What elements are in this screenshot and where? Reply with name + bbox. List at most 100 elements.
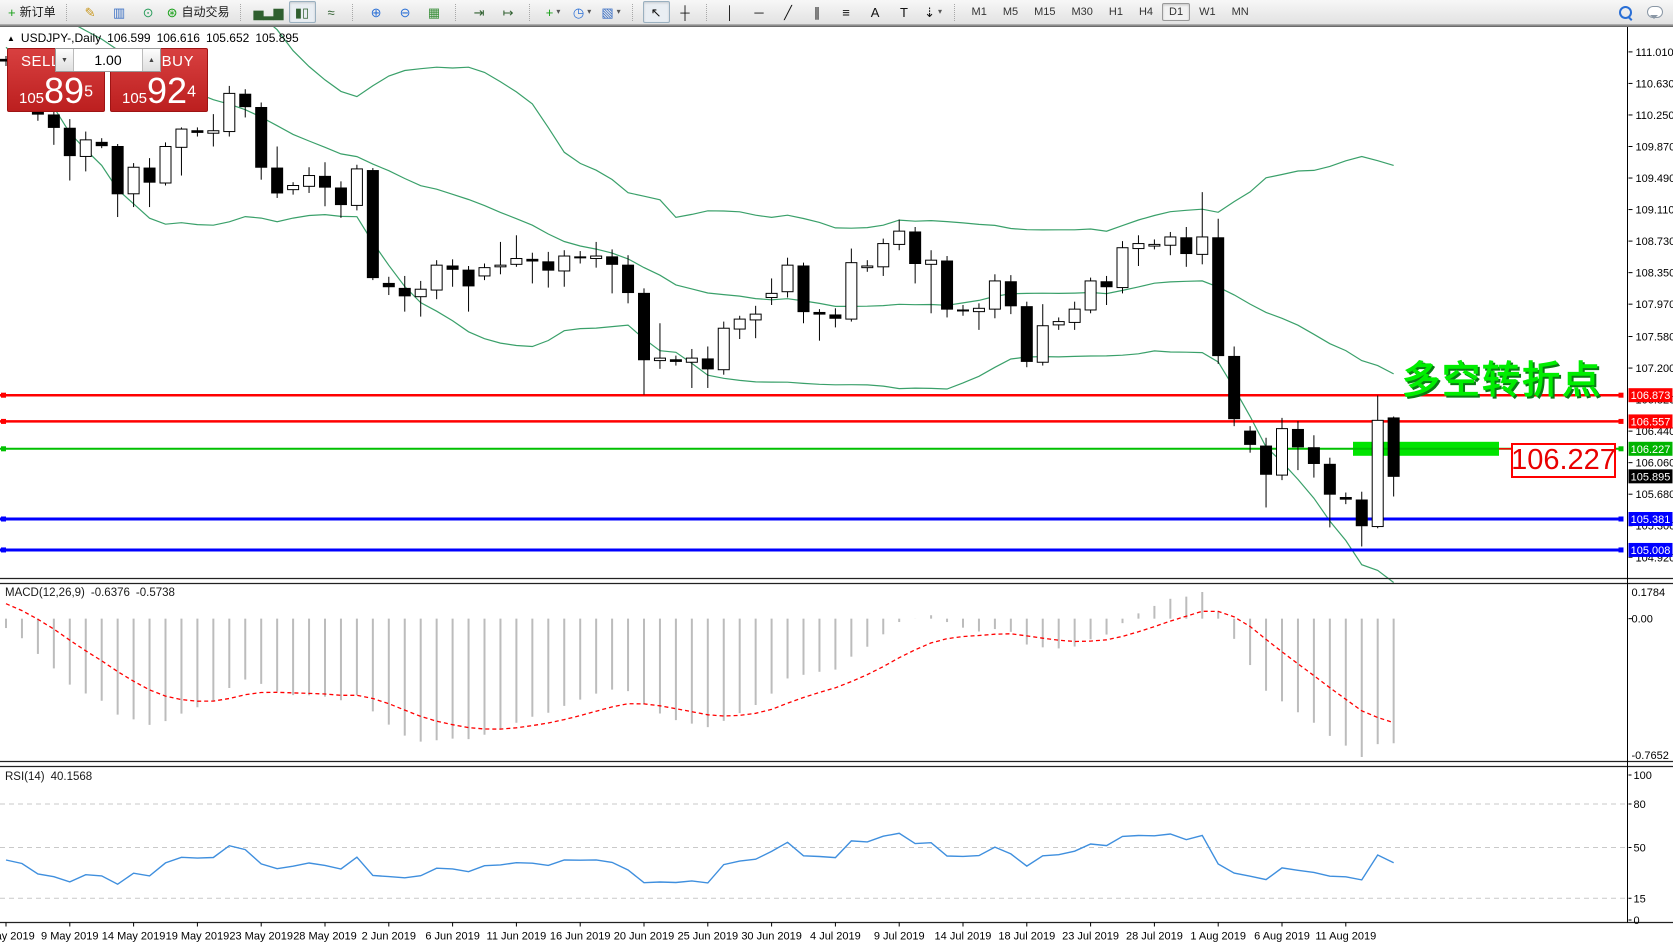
candle-chart-button[interactable]: ▮▯ (288, 1, 316, 23)
timeframe-m30[interactable]: M30 (1071, 6, 1093, 18)
price-badge-label: 105.008 (1631, 545, 1671, 557)
price-badge (1628, 388, 1673, 403)
toolbar-separator (528, 3, 535, 21)
candlestick (1196, 236, 1209, 255)
candlestick (398, 287, 411, 297)
market-watch-button[interactable]: ▥ (106, 1, 133, 23)
community-button[interactable] (1641, 1, 1668, 23)
rsi-line (5, 832, 1394, 886)
search-button[interactable] (1612, 1, 1639, 23)
pencil-icon: ✎ (84, 4, 96, 20)
search-icon (1619, 5, 1632, 19)
arrows-button[interactable]: ⇣ ▾ (920, 1, 947, 23)
bar-low: 105.652 (205, 31, 250, 45)
candlestick (893, 230, 906, 245)
vertical-line-button[interactable]: │ (717, 1, 744, 23)
rsi-axis-label: 15 (1634, 893, 1646, 905)
rsi-axis-label: 50 (1634, 843, 1646, 855)
candlestick (1244, 430, 1257, 445)
candlestick (781, 264, 794, 293)
timeframe-d1[interactable]: D1 (1162, 3, 1191, 21)
toolbar-separator (953, 3, 960, 21)
candlestick (334, 187, 347, 206)
hline-106.227[interactable] (0, 446, 1624, 452)
bar-open: 106.599 (107, 31, 151, 45)
new-order-button[interactable]: + 新订单 (5, 1, 59, 23)
price-tick-label: 107.580 (1636, 332, 1673, 344)
date-tick-label: 11 Aug 2019 (1315, 931, 1376, 943)
date-tick-label: 20 Jun 2019 (614, 931, 675, 943)
pane-separators[interactable] (0, 577, 1673, 924)
hline-106.873[interactable] (0, 392, 1624, 398)
chart-shift-button[interactable]: ↦ (495, 1, 522, 23)
price-badge (1628, 542, 1673, 557)
tile-windows-button[interactable]: ▦ (421, 1, 448, 23)
volume-input[interactable]: 1.00 (94, 52, 122, 68)
plus-doc-icon: + (8, 4, 16, 20)
cursor-button[interactable]: ↖ (642, 1, 670, 23)
candlestick (1291, 428, 1304, 448)
rsi-axis-label: 0 (1634, 915, 1640, 927)
line-chart-button[interactable]: ≈ (318, 1, 345, 23)
price-axis[interactable]: 111.010 110.630 110.250 109.870 109.490 109.1… (1627, 27, 1673, 927)
highlighter-button[interactable]: ✎ (77, 1, 104, 23)
templates-button[interactable]: ▧ ▾ (598, 1, 625, 23)
timeframe-m15[interactable]: M15 (1034, 6, 1056, 18)
autotrade-button[interactable]: ⊛ 自动交易 (164, 1, 233, 23)
fibonacci-button[interactable]: ≡ (833, 1, 860, 23)
zoom-in-button[interactable]: ⊕ (363, 1, 390, 23)
candlestick (988, 280, 1001, 310)
timeframe-h1[interactable]: H1 (1108, 6, 1123, 18)
macd-pane (5, 592, 1395, 757)
timeframe-mn[interactable]: MN (1231, 6, 1249, 18)
collapse-triangle-icon[interactable]: ▲ (7, 33, 15, 43)
candlestick (733, 318, 746, 330)
crosshair-button[interactable]: ┼ (672, 1, 699, 23)
toolbar-group: ⊕ ⊖ ▦ (362, 0, 449, 24)
timeframe-m5[interactable]: M5 (1002, 6, 1019, 18)
channel-button[interactable]: ∥ (804, 1, 831, 23)
candlestick (1132, 243, 1145, 250)
periods-button[interactable]: ◷ ▾ (569, 1, 596, 23)
price-badge-label: 105.895 (1631, 471, 1671, 483)
price-tick-label: 109.110 (1636, 205, 1673, 217)
hline-105.381[interactable] (0, 516, 1624, 522)
candlestick (1004, 281, 1017, 307)
price-badge (1628, 511, 1673, 526)
macd-axis-label: -0.7652 (1632, 750, 1669, 762)
indicators-button[interactable]: + ▾ (540, 1, 567, 23)
candlestick (1116, 247, 1129, 289)
chart-canvas[interactable]: 111.010 110.630 110.250 109.870 109.490 109.1… (0, 27, 1673, 950)
toolbar-group: ⇥ ↦ (465, 0, 523, 24)
timeframe-w1[interactable]: W1 (1199, 6, 1216, 18)
signals-button[interactable]: ⊙ (135, 1, 162, 23)
trendline-button[interactable]: ╱ (775, 1, 802, 23)
chat-icon (1646, 6, 1663, 19)
hline-105.008[interactable] (0, 547, 1624, 553)
chevron-down-icon: ▾ (556, 7, 561, 16)
volume-increase-button[interactable]: ▲ (142, 49, 160, 71)
price-badge-label: 105.381 (1631, 514, 1671, 526)
autoscroll-button[interactable]: ⇥ (466, 1, 493, 23)
text-button[interactable]: A (862, 1, 889, 23)
timeframe-h4[interactable]: H4 (1138, 6, 1154, 18)
timeframe-m1[interactable]: M1 (971, 6, 987, 18)
price-tick-label: 111.010 (1636, 47, 1673, 59)
volume-decrease-button[interactable]: ▼ (56, 49, 74, 71)
zoom-out-button[interactable]: ⊖ (392, 1, 419, 23)
arrow-objects-icon: ⇣ (924, 4, 935, 20)
toolbar-group: ▅▂▆ ▮▯ ≈ (250, 0, 346, 24)
candlestick (1307, 447, 1320, 464)
bar-chart-button[interactable]: ▅▂▆ (251, 1, 287, 23)
candlestick (95, 141, 108, 147)
hline-106.557[interactable] (0, 418, 1624, 424)
turning-point-annotation[interactable]: 多空转折点 (1402, 360, 1603, 402)
macd-label: MACD(12,26,9) -0.6376 -0.5738 (5, 587, 175, 599)
price-tag-box[interactable]: 106.227 (1511, 443, 1616, 478)
hline-icon: ─ (754, 4, 764, 20)
horizontal-line-button[interactable]: ─ (746, 1, 773, 23)
candlestick-icon: ▮▯ (294, 4, 310, 20)
candlestick (622, 264, 635, 294)
text-label-button[interactable]: T (891, 1, 918, 23)
